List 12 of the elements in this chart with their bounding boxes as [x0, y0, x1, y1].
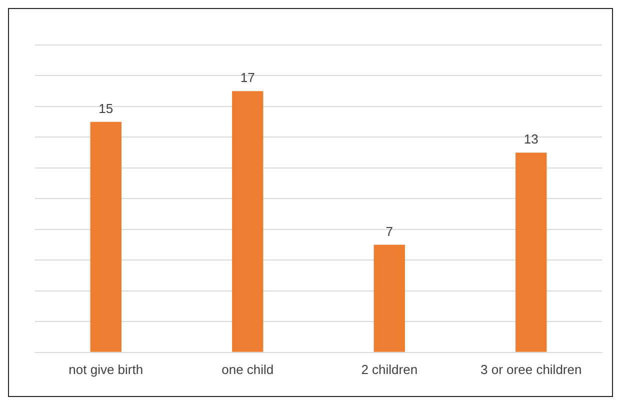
bar — [516, 152, 547, 352]
data-label: 13 — [524, 132, 538, 147]
bar — [374, 244, 405, 352]
data-label: 17 — [240, 70, 255, 86]
data-label: 15 — [98, 100, 114, 116]
bar — [232, 91, 264, 352]
x-tick-label: 2 children — [361, 362, 418, 377]
data-label: 7 — [386, 224, 393, 239]
bar — [90, 122, 122, 352]
x-tick-label: 3 or oree children — [480, 362, 582, 377]
x-tick-label: one child — [222, 362, 274, 377]
x-tick-label: not give birth — [68, 362, 144, 377]
